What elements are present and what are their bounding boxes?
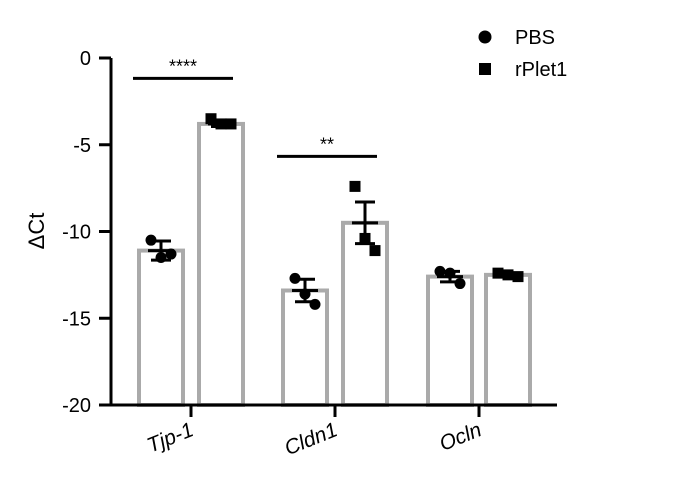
y-tick-label: -20	[62, 395, 91, 417]
y-tick-label: -10	[62, 222, 91, 244]
x-tick-label: Cldn1	[281, 418, 340, 460]
legend-label: rPlet1	[515, 59, 567, 81]
significance-label: **	[320, 134, 334, 154]
bar-pbs-2	[426, 274, 474, 407]
y-tick-label: -5	[73, 135, 91, 157]
data-point-square	[205, 113, 217, 125]
legend-marker-square	[479, 63, 491, 75]
x-tick-label: Tjp-1	[144, 418, 197, 457]
bar-rplet1-0	[197, 121, 245, 408]
legend-label: PBS	[515, 27, 555, 49]
bar-pbs-1	[281, 288, 329, 407]
x-tick-label: Ocln	[436, 418, 485, 456]
data-point-circle	[454, 278, 466, 290]
bar-rplet1-2	[484, 272, 532, 407]
legend-marker-circle	[478, 30, 492, 44]
data-point-square	[369, 245, 381, 257]
y-tick-label: 0	[80, 48, 91, 70]
y-axis-label: ΔCt	[24, 213, 49, 250]
data-point-square	[349, 180, 361, 192]
significance-label: ****	[169, 56, 197, 76]
y-tick-label: -15	[62, 308, 91, 330]
bar-pbs-0	[137, 248, 185, 407]
